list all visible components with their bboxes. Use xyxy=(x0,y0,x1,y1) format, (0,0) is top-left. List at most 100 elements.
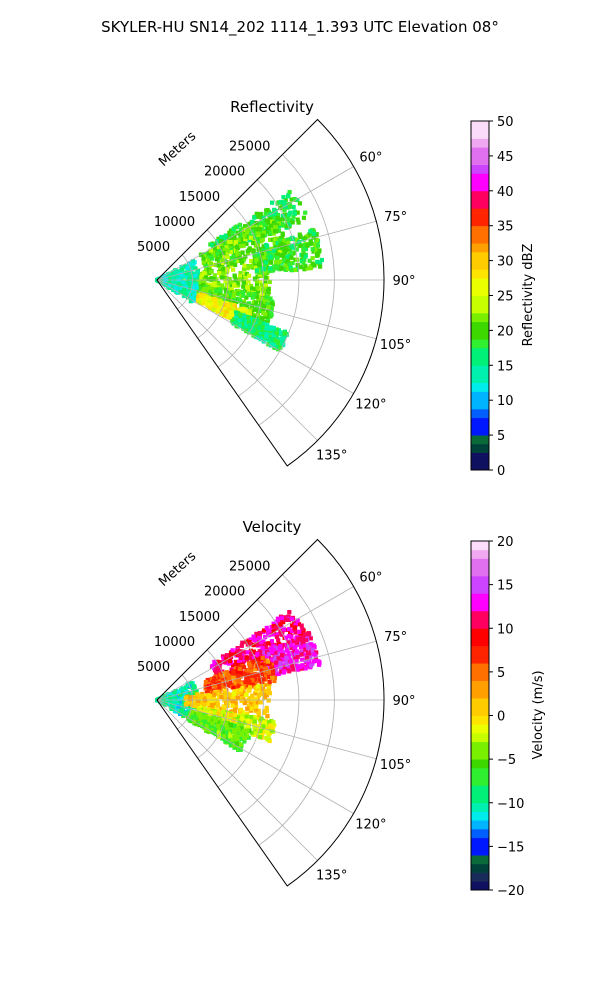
velocity-echo-cell xyxy=(205,727,210,732)
velocity-echo-cell xyxy=(183,685,188,690)
reflectivity-echo-cell xyxy=(216,282,221,287)
reflectivity-echo-cell xyxy=(254,257,259,262)
reflectivity-echo-cell xyxy=(187,276,192,281)
velocity-echo-cell xyxy=(294,665,300,671)
velocity-echo-cell xyxy=(289,616,295,621)
velocity-echo-cell xyxy=(271,647,276,652)
velocity-echo-cell xyxy=(299,637,304,643)
reflectivity-azimuth-spoke xyxy=(156,220,377,281)
velocity-echo-cell xyxy=(193,691,198,696)
reflectivity-echo-cell xyxy=(171,287,176,292)
reflectivity-echo-cell xyxy=(301,260,306,265)
reflectivity-colorbar-segment xyxy=(471,216,489,227)
velocity-echo-cell xyxy=(278,661,283,666)
velocity-echo-cell xyxy=(268,722,273,728)
reflectivity-echo-cell xyxy=(268,237,273,242)
reflectivity-echo-cell xyxy=(213,288,219,293)
reflectivity-echo-cell xyxy=(263,211,268,216)
velocity-echo-cell xyxy=(202,702,207,707)
velocity-echo-cell xyxy=(305,642,310,648)
velocity-echo-cell xyxy=(243,720,248,725)
reflectivity-echo-cell xyxy=(214,257,220,262)
reflectivity-colorbar-segment xyxy=(471,443,489,453)
reflectivity-echo-cell xyxy=(204,267,209,272)
velocity-colorbar-segment xyxy=(471,724,489,734)
velocity-echo-cell xyxy=(260,730,265,735)
velocity-echo-cell xyxy=(239,698,244,703)
reflectivity-echo-cell xyxy=(255,231,260,236)
velocity-echo-cell xyxy=(293,622,298,627)
reflectivity-echo-cell xyxy=(245,323,250,328)
velocity-echo-cell xyxy=(216,723,221,728)
velocity-colorbar-segment xyxy=(471,794,489,804)
reflectivity-echo-cell xyxy=(264,314,269,319)
velocity-echo-cell xyxy=(248,699,253,704)
reflectivity-echo-cell xyxy=(254,279,260,284)
reflectivity-echo-cell xyxy=(229,312,234,317)
velocity-echo-cell xyxy=(281,670,286,675)
reflectivity-echo-cell xyxy=(264,295,269,300)
velocity-echo-cell xyxy=(230,737,235,742)
velocity-echo-cell xyxy=(225,683,230,688)
reflectivity-echo-cell xyxy=(232,297,237,302)
velocity-echo-cell xyxy=(234,692,239,697)
reflectivity-echo-cell xyxy=(212,247,217,252)
velocity-azimuth-tick-label: 135° xyxy=(316,869,347,884)
reflectivity-echo-cell xyxy=(181,279,186,284)
reflectivity-colorbar-segment xyxy=(471,182,489,192)
reflectivity-echo-cell xyxy=(193,273,198,279)
reflectivity-echo-cell xyxy=(315,253,320,258)
velocity-echo-cell xyxy=(281,620,286,625)
reflectivity-range-tick-label: 20000 xyxy=(204,165,245,180)
reflectivity-echo-cell xyxy=(242,322,247,327)
velocity-echo-cell xyxy=(239,707,244,712)
reflectivity-echo-cell xyxy=(311,235,316,240)
velocity-echo-cell xyxy=(233,700,238,705)
velocity-echo-cell xyxy=(225,673,230,678)
reflectivity-echo-cell xyxy=(255,227,260,232)
velocity-echo-cell xyxy=(306,645,311,650)
velocity-echo-cell xyxy=(236,662,241,668)
velocity-echo-cell xyxy=(299,650,304,655)
reflectivity-colorbar-segment xyxy=(471,304,489,314)
velocity-echo-cell xyxy=(271,629,276,634)
reflectivity-echo-cell xyxy=(195,270,200,275)
reflectivity-echo-cell xyxy=(248,235,253,240)
reflectivity-echo-cell xyxy=(167,283,172,288)
reflectivity-echo-cell xyxy=(267,216,272,222)
velocity-echo-cell xyxy=(212,692,217,697)
velocity-echo-cell xyxy=(225,711,230,716)
reflectivity-echo-cell xyxy=(275,340,281,346)
reflectivity-echo-cell xyxy=(223,233,228,238)
reflectivity-range-tick-label: 15000 xyxy=(179,190,220,205)
reflectivity-echo-cell xyxy=(265,297,270,302)
reflectivity-echo-cell xyxy=(213,298,218,304)
reflectivity-echo-cell xyxy=(219,239,224,244)
reflectivity-echo-cell xyxy=(244,234,249,239)
velocity-echo-cell xyxy=(228,653,233,658)
velocity-echo-cell xyxy=(204,723,209,729)
velocity-echo-cell xyxy=(294,649,299,654)
velocity-echo-cell xyxy=(250,682,256,687)
reflectivity-echo-cell xyxy=(268,230,273,235)
reflectivity-echo-cell xyxy=(215,295,220,300)
velocity-echo-cell xyxy=(173,698,178,704)
reflectivity-echo-cell xyxy=(239,244,244,249)
reflectivity-echo-cell xyxy=(179,267,184,273)
velocity-echo-cell xyxy=(243,680,248,685)
velocity-colorbar-segment xyxy=(471,636,489,647)
reflectivity-echo-cell xyxy=(190,281,195,286)
reflectivity-echo-cell xyxy=(287,262,292,267)
velocity-echo-cell xyxy=(272,723,277,728)
reflectivity-echo-cell xyxy=(251,328,256,333)
reflectivity-azimuth-tick-label: 105° xyxy=(380,338,411,353)
velocity-echo-cell xyxy=(266,641,271,646)
velocity-echo-cell xyxy=(207,705,212,710)
velocity-echo-cell xyxy=(283,667,288,672)
velocity-echo-cell xyxy=(222,715,227,720)
reflectivity-echo-cell xyxy=(310,256,315,261)
velocity-colorbar-tick-label: −20 xyxy=(497,884,524,899)
velocity-echo-cell xyxy=(217,665,222,670)
reflectivity-echo-cell xyxy=(175,273,180,278)
velocity-echo-cell xyxy=(311,643,316,648)
